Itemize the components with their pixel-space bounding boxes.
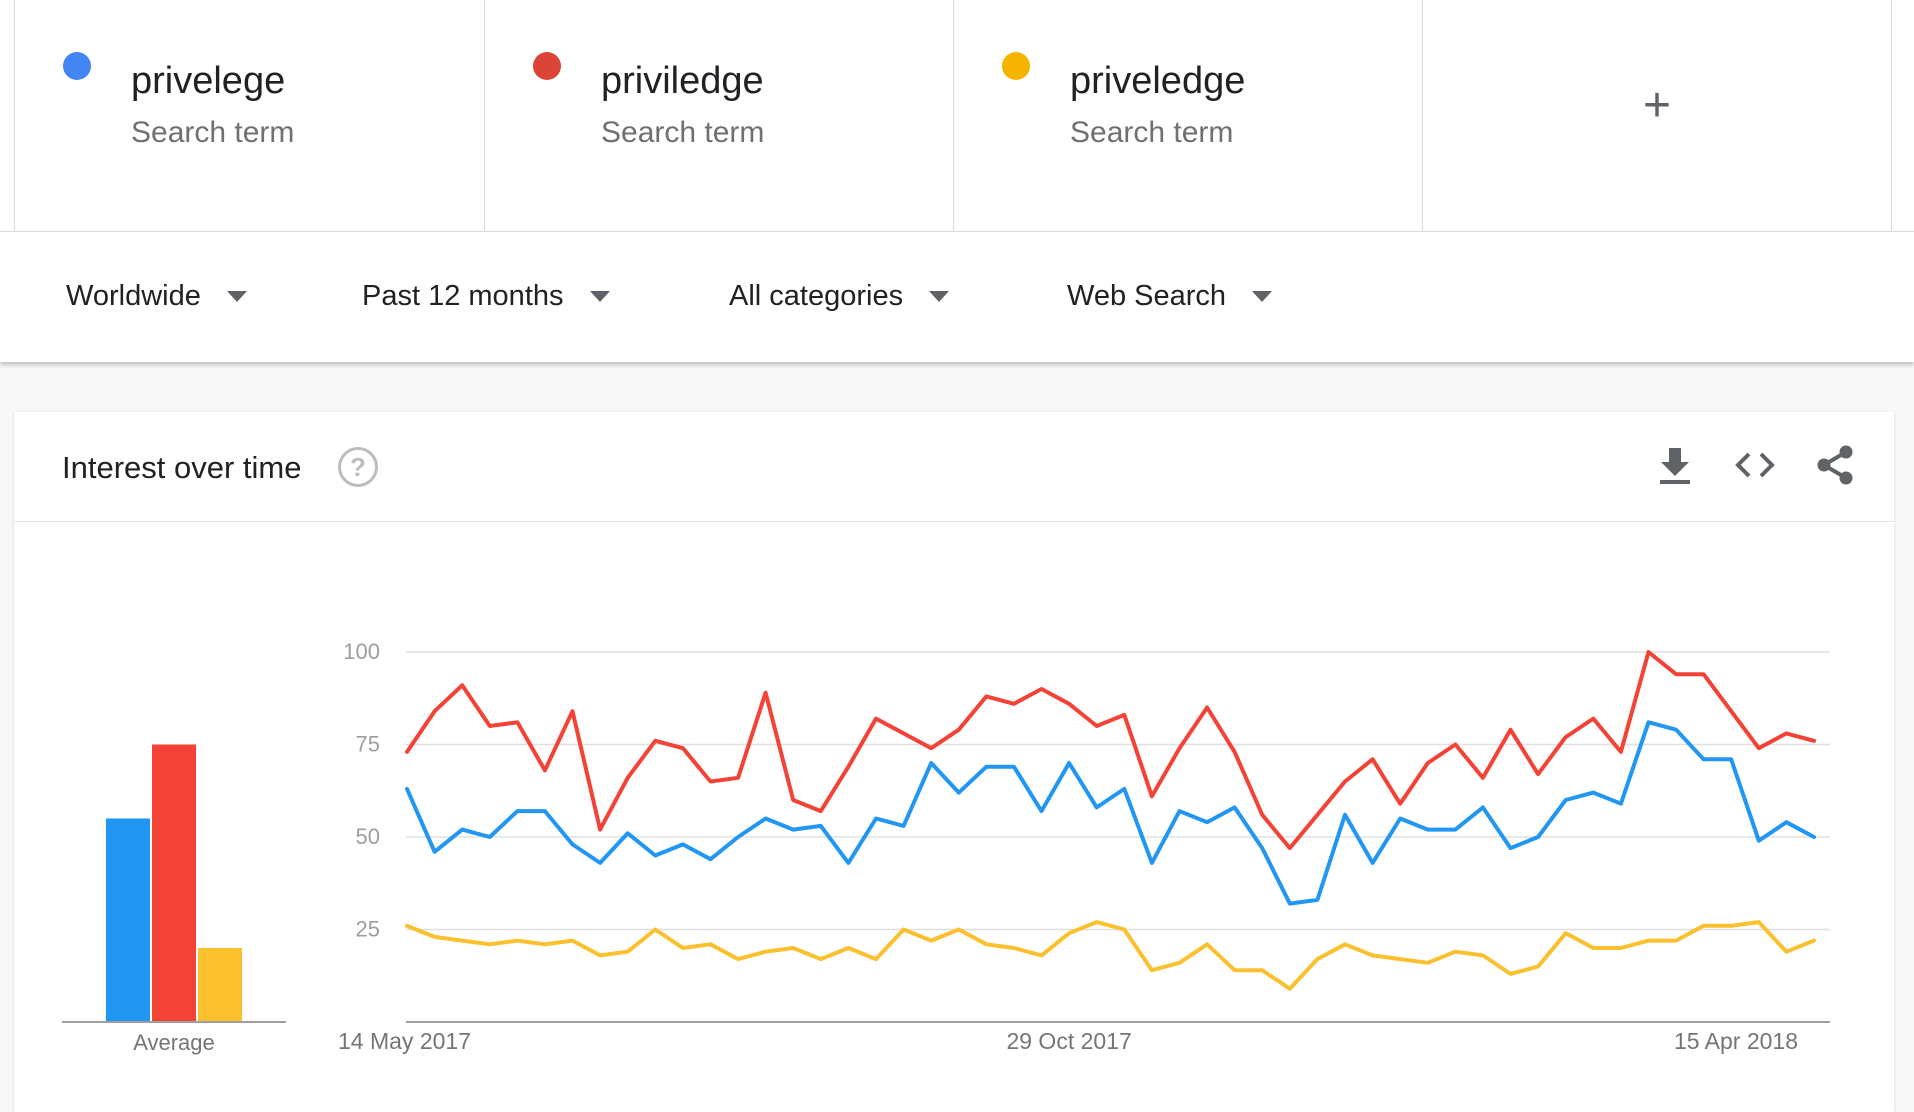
- term-color-dot: [63, 52, 91, 80]
- term-name: privelege: [131, 60, 286, 102]
- search-term-3[interactable]: priveledge Search term: [953, 0, 1422, 232]
- x-tick-label: 15 Apr 2018: [1674, 1028, 1798, 1054]
- caret-down-icon: [929, 291, 950, 302]
- x-tick-label: 14 May 2017: [338, 1028, 471, 1054]
- y-tick-label: 25: [356, 917, 380, 942]
- term-type: Search term: [1070, 116, 1234, 149]
- series-line-2: [405, 650, 1816, 851]
- region-label: Worldwide: [66, 280, 201, 312]
- embed-code-icon[interactable]: [1732, 442, 1778, 488]
- series-line-3: [405, 920, 1816, 991]
- term-color-dot: [533, 52, 561, 80]
- time-range-label: Past 12 months: [362, 280, 564, 312]
- term-type: Search term: [601, 116, 765, 149]
- term-name: priveledge: [1070, 60, 1246, 102]
- download-icon[interactable]: [1652, 442, 1698, 488]
- help-icon[interactable]: ?: [338, 447, 378, 487]
- y-tick-label: 100: [343, 639, 380, 664]
- search-term-1[interactable]: privelege Search term: [14, 0, 484, 232]
- plus-icon: +: [1642, 79, 1672, 132]
- y-tick-label: 50: [356, 824, 380, 849]
- x-tick-label: 29 Oct 2017: [1006, 1028, 1131, 1054]
- term-color-dot: [1002, 52, 1030, 80]
- average-bar-1: [106, 818, 150, 1022]
- term-type: Search term: [131, 116, 295, 149]
- average-bar-3: [198, 948, 242, 1022]
- series-line-1: [405, 720, 1816, 906]
- interest-over-time-card: Interest over time ? 25 50 75 100 14 May 201…: [14, 412, 1894, 1112]
- caret-down-icon: [589, 291, 610, 302]
- filter-bar: Worldwide Past 12 months All categories …: [0, 232, 1914, 362]
- search-type-dropdown[interactable]: Web Search: [1067, 280, 1273, 313]
- search-term-2[interactable]: priviledge Search term: [484, 0, 953, 232]
- category-dropdown[interactable]: All categories: [729, 280, 950, 313]
- card-header: Interest over time ?: [14, 412, 1894, 522]
- search-type-label: Web Search: [1067, 280, 1227, 312]
- average-label: Average: [133, 1030, 215, 1055]
- term-name: priviledge: [601, 60, 764, 102]
- add-term-button[interactable]: +: [1422, 0, 1892, 232]
- card-title: Interest over time: [62, 450, 302, 485]
- caret-down-icon: [1252, 291, 1273, 302]
- interest-chart[interactable]: 25 50 75 100 14 May 2017 29 Oct 2017 15 Apr 20…: [14, 412, 1894, 1112]
- share-icon[interactable]: [1812, 442, 1858, 488]
- y-tick-label: 75: [356, 732, 380, 757]
- search-terms-bar: privelege Search term priviledge Search …: [0, 0, 1914, 232]
- average-bar-2: [152, 744, 196, 1022]
- region-dropdown[interactable]: Worldwide: [66, 280, 247, 313]
- category-label: All categories: [729, 280, 904, 312]
- time-range-dropdown[interactable]: Past 12 months: [362, 280, 610, 313]
- caret-down-icon: [226, 291, 247, 302]
